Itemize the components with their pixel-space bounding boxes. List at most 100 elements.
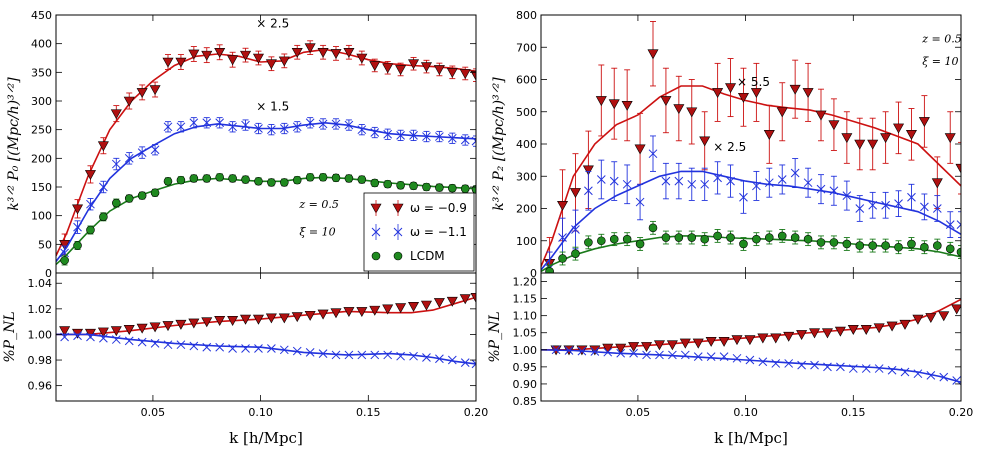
data-point	[435, 183, 444, 192]
x-stroke	[228, 122, 237, 132]
data-point	[829, 238, 839, 247]
x-stroke	[318, 119, 328, 129]
data-point	[60, 256, 69, 265]
data-point	[84, 170, 96, 181]
data-point	[674, 176, 684, 186]
data-point	[718, 336, 730, 347]
data-point	[267, 125, 276, 135]
legend: ω = −0.9 ω = −1.1 LCDM	[363, 192, 475, 272]
data-point	[395, 65, 407, 76]
x-stroke	[745, 355, 755, 365]
data-point	[571, 225, 580, 234]
data-point	[331, 173, 341, 183]
axes-frame	[55, 272, 477, 402]
data-point	[150, 339, 160, 348]
data-point	[73, 331, 82, 341]
data-point	[881, 200, 890, 210]
data-point	[447, 133, 457, 143]
data-point	[770, 333, 782, 344]
x-stroke	[810, 360, 819, 370]
data-point	[745, 355, 755, 365]
data-point	[459, 69, 471, 80]
data-point	[162, 57, 174, 68]
x-tick-label: 0.10	[733, 406, 758, 419]
data-point	[944, 133, 956, 144]
data-point	[124, 336, 134, 346]
x-stroke	[584, 186, 593, 196]
x-stroke	[447, 355, 457, 365]
data-point	[86, 332, 95, 342]
x-stroke	[616, 348, 626, 358]
data-point	[357, 175, 367, 184]
data-point	[596, 175, 606, 184]
data-point	[945, 244, 955, 254]
y-tick-label: 100	[516, 235, 537, 248]
y-tick-label: 1.00	[513, 344, 538, 357]
data-point	[395, 303, 407, 314]
x-stroke	[150, 339, 160, 348]
y-tick-label: 1.02	[28, 303, 53, 316]
data-point	[396, 131, 405, 140]
data-point	[784, 359, 794, 368]
data-point	[227, 55, 239, 66]
x-stroke	[163, 122, 173, 132]
y-tick-label: 0.96	[28, 380, 53, 393]
x-stroke	[383, 129, 393, 139]
y-tick-label: 0	[530, 267, 537, 280]
x-stroke	[460, 358, 470, 367]
y-tick-label: 100	[31, 210, 52, 223]
series-x-top-right	[541, 135, 961, 273]
data-point	[725, 83, 737, 94]
data-point	[894, 242, 903, 252]
x-stroke	[907, 192, 916, 202]
x-stroke	[279, 124, 289, 133]
x-stroke	[228, 344, 237, 353]
x-stroke	[648, 149, 658, 159]
data-point	[460, 135, 470, 145]
data-point	[763, 130, 775, 140]
data-point	[278, 56, 290, 67]
data-point	[700, 234, 709, 244]
x-stroke	[829, 186, 839, 196]
data-point	[823, 362, 832, 372]
data-point	[470, 293, 476, 303]
data-point	[176, 340, 186, 350]
x-stroke	[163, 340, 173, 350]
x-stroke	[706, 352, 716, 361]
data-point	[99, 182, 108, 192]
data-point	[176, 175, 186, 185]
data-point	[99, 212, 108, 222]
data-point	[796, 330, 808, 341]
data-point	[265, 59, 277, 70]
data-point	[460, 358, 470, 367]
data-point	[124, 194, 134, 203]
data-point	[726, 176, 735, 186]
data-point	[59, 326, 71, 337]
data-point	[409, 181, 418, 191]
data-point	[802, 88, 814, 99]
data-point	[905, 130, 917, 140]
y-tick-label: 300	[516, 170, 537, 183]
data-point	[571, 249, 580, 258]
y-tick-label: 0.90	[513, 378, 538, 391]
data-point	[868, 200, 878, 210]
data-point	[790, 168, 800, 178]
x-stroke	[700, 179, 710, 189]
x-stroke	[435, 354, 444, 364]
x-axis-label: k [h/Mpc]	[714, 429, 788, 447]
multiplier-label: × 2.5	[256, 17, 289, 31]
x-stroke	[956, 223, 961, 229]
series-x-bottom-right	[541, 345, 961, 385]
x-stroke	[771, 359, 781, 368]
data-point	[292, 122, 302, 132]
x-stroke	[396, 351, 405, 361]
data-point	[809, 328, 821, 339]
data-point	[712, 88, 724, 99]
data-point	[150, 188, 160, 198]
data-point	[175, 319, 187, 330]
data-point	[188, 318, 200, 329]
data-point	[686, 107, 698, 118]
data-point	[228, 344, 237, 353]
x-stroke	[111, 335, 121, 344]
y-tick-label: 400	[31, 38, 52, 51]
